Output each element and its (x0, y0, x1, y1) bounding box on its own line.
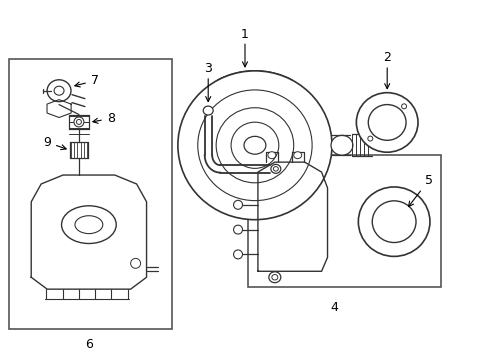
Ellipse shape (233, 225, 242, 234)
Bar (247, 155, 440, 287)
Ellipse shape (233, 201, 242, 209)
Ellipse shape (267, 152, 275, 159)
Ellipse shape (330, 135, 352, 155)
Text: 8: 8 (93, 112, 115, 125)
Text: 1: 1 (241, 28, 248, 67)
Ellipse shape (203, 106, 213, 115)
Text: 6: 6 (85, 338, 93, 351)
Text: 4: 4 (330, 301, 338, 314)
Ellipse shape (47, 80, 71, 102)
Text: 9: 9 (43, 136, 66, 150)
Text: 5: 5 (407, 174, 432, 207)
Ellipse shape (268, 272, 280, 283)
Ellipse shape (356, 93, 417, 152)
Text: 2: 2 (383, 51, 390, 89)
Bar (9, 59, 172, 329)
Ellipse shape (178, 71, 331, 220)
Text: 3: 3 (204, 62, 212, 102)
Ellipse shape (233, 250, 242, 259)
Ellipse shape (270, 165, 280, 173)
Ellipse shape (358, 187, 429, 256)
Ellipse shape (293, 152, 301, 159)
Ellipse shape (74, 117, 84, 127)
Text: 7: 7 (75, 74, 99, 87)
Ellipse shape (61, 206, 116, 243)
